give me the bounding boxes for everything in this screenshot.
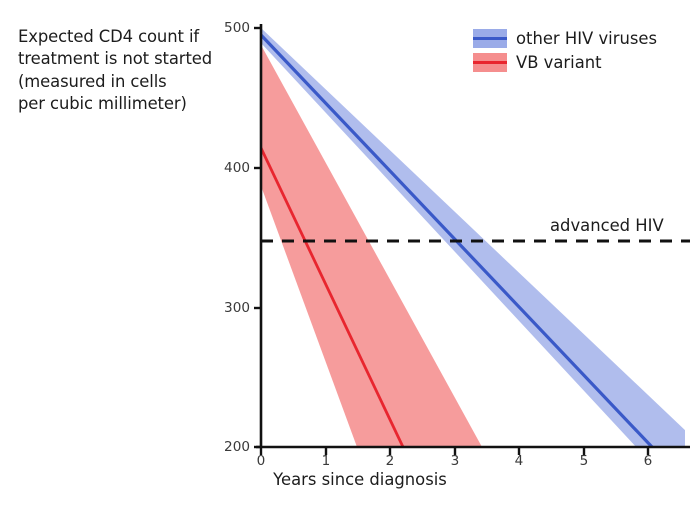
legend-swatch-vb-variant (473, 52, 507, 72)
x-tick-label: 0 (256, 453, 266, 469)
legend-label: other HIV viruses (516, 28, 658, 48)
y-tick-label: 300 (224, 300, 250, 316)
chart-legend: other HIV viruses VB variant (473, 26, 657, 74)
x-tick-label: 2 (385, 453, 395, 469)
y-axis-caption: Expected CD4 count if treatment is not s… (18, 27, 213, 113)
x-tick-label: 1 (321, 453, 331, 469)
x-axis-title: Years since diagnosis (273, 470, 447, 489)
y-axis-ticks (254, 26, 261, 449)
x-tick-label: 6 (643, 453, 653, 469)
legend-item-vb-variant[interactable]: VB variant (473, 50, 657, 74)
series-band-other-hiv-viruses (261, 28, 685, 447)
series-line-vb-variant (261, 147, 405, 447)
legend-center-line (473, 36, 507, 40)
legend-swatch-other-hiv-viruses (473, 28, 507, 48)
x-axis-ticks (259, 447, 650, 455)
legend-center-line (473, 60, 507, 64)
x-tick-label: 5 (579, 453, 589, 469)
legend-item-other-hiv-viruses[interactable]: other HIV viruses (473, 26, 657, 50)
advanced-hiv-threshold-label: advanced HIV (550, 216, 664, 235)
y-tick-label: 200 (224, 439, 250, 455)
series-band-vb-variant (261, 45, 482, 447)
x-tick-label: 4 (514, 453, 524, 469)
y-tick-label: 400 (224, 160, 250, 176)
legend-label: VB variant (516, 52, 602, 72)
y-tick-label: 500 (224, 20, 250, 36)
x-tick-label: 3 (450, 453, 460, 469)
